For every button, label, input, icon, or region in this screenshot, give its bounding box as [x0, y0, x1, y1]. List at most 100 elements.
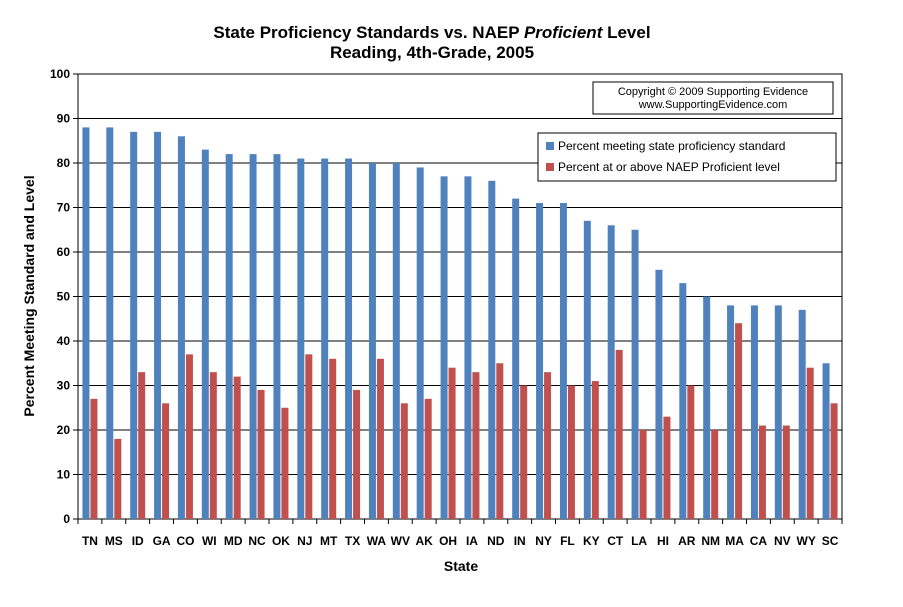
bar-state-wv: [392, 163, 400, 519]
legend-label-naep: Percent at or above NAEP Proficient leve…: [558, 160, 780, 174]
x-tick-label-wy: WY: [797, 534, 816, 548]
bar-state-fl: [559, 203, 567, 520]
y-tick-label-40: 40: [57, 334, 71, 348]
bar-naep-md: [233, 376, 241, 519]
x-tick-label-la: LA: [631, 534, 647, 548]
bar-naep-co: [185, 354, 193, 519]
bar-state-ma: [727, 305, 735, 519]
legend: Percent meeting state proficiency standa…: [537, 132, 837, 182]
bar-state-oh: [440, 176, 448, 519]
bar-state-mt: [321, 158, 329, 520]
bar-naep-ar: [687, 385, 695, 519]
x-tick-label-ok: OK: [272, 534, 290, 548]
bar-naep-nd: [496, 363, 504, 519]
bar-state-ia: [464, 176, 472, 519]
x-tick-label-ca: CA: [750, 534, 768, 548]
x-tick-label-ma: MA: [725, 534, 744, 548]
x-tick-label-nv: NV: [774, 534, 791, 548]
x-tick-label-ct: CT: [607, 534, 624, 548]
bar-naep-wy: [806, 367, 814, 519]
bar-naep-tn: [90, 398, 98, 519]
bar-naep-nv: [782, 425, 790, 519]
y-tick-label-20: 20: [57, 423, 71, 437]
bar-naep-fl: [567, 385, 575, 519]
y-tick-label-70: 70: [57, 201, 71, 215]
bar-state-ms: [106, 127, 114, 520]
bar-state-in: [512, 198, 520, 519]
x-tick-label-co: CO: [176, 534, 194, 548]
bar-naep-ny: [544, 372, 552, 519]
x-tick-label-nj: NJ: [297, 534, 312, 548]
copyright-url: www.SupportingEvidence.com: [638, 99, 788, 111]
bar-state-ak: [416, 167, 424, 519]
x-tick-label-wv: WV: [391, 534, 410, 548]
bar-naep-ca: [758, 425, 766, 519]
bar-state-nd: [488, 180, 496, 520]
bar-naep-wa: [376, 358, 384, 519]
x-tick-label-in: IN: [514, 534, 526, 548]
y-tick-label-0: 0: [63, 512, 70, 526]
bar-state-nv: [774, 305, 782, 519]
bar-state-ar: [679, 283, 687, 519]
bar-state-ct: [607, 225, 615, 520]
y-tick-label-100: 100: [50, 67, 70, 81]
y-axis-title: Percent Meeting Standard and Level: [21, 175, 37, 416]
x-tick-label-oh: OH: [439, 534, 457, 548]
legend-swatch-state: [546, 142, 554, 150]
bar-state-nc: [249, 154, 257, 519]
x-tick-label-ny: NY: [535, 534, 552, 548]
x-tick-label-md: MD: [224, 534, 243, 548]
x-tick-label-tx: TX: [345, 534, 360, 548]
x-tick-label-hi: HI: [657, 534, 669, 548]
y-tick-label-80: 80: [57, 156, 71, 170]
x-tick-label-ak: AK: [416, 534, 434, 548]
bar-naep-id: [138, 372, 146, 519]
chart-title: State Proficiency Standards vs. NAEP Pro…: [213, 23, 650, 42]
y-tick-label-90: 90: [57, 112, 71, 126]
bar-state-wa: [368, 163, 376, 519]
x-tick-label-nd: ND: [487, 534, 505, 548]
bar-naep-ky: [591, 381, 599, 519]
bar-state-ok: [273, 154, 281, 519]
bar-state-hi: [655, 269, 663, 519]
bar-state-nj: [297, 158, 305, 520]
bar-state-ga: [154, 131, 162, 519]
bar-state-nm: [703, 296, 711, 519]
bar-state-wy: [798, 309, 806, 519]
bar-state-ca: [750, 305, 758, 519]
bar-naep-wv: [400, 403, 408, 519]
bar-state-la: [631, 229, 639, 519]
x-tick-label-ms: MS: [105, 534, 123, 548]
bar-state-md: [225, 154, 233, 519]
y-tick-label-30: 30: [57, 379, 71, 393]
bar-naep-ok: [281, 407, 289, 519]
bar-state-co: [177, 136, 185, 520]
bar-state-id: [130, 131, 138, 519]
plot-area: 0 10 20 30 40 50 60 70 80 90 100 TN MS ID GA CO WI MD NC OK…: [50, 67, 843, 548]
x-tick-label-nc: NC: [248, 534, 266, 548]
bar-state-ny: [536, 203, 544, 520]
x-tick-label-ga: GA: [153, 534, 171, 548]
y-tick-label-50: 50: [57, 290, 71, 304]
bar-naep-sc: [830, 403, 838, 519]
x-axis-title: State: [444, 558, 478, 574]
x-tick-label-wi: WI: [202, 534, 217, 548]
bar-naep-la: [639, 430, 647, 519]
y-tick-label-10: 10: [57, 468, 71, 482]
bar-state-sc: [822, 363, 830, 519]
bar-state-tx: [345, 158, 353, 520]
x-tick-label-wa: WA: [367, 534, 387, 548]
legend-label-state: Percent meeting state proficiency standa…: [558, 139, 785, 153]
bar-naep-ia: [472, 372, 480, 519]
bar-naep-ms: [114, 438, 122, 519]
x-tick-label-tn: TN: [82, 534, 98, 548]
bar-naep-nm: [711, 430, 719, 519]
x-tick-label-nm: NM: [701, 534, 720, 548]
x-tick-label-ky: KY: [583, 534, 600, 548]
x-tick-label-ar: AR: [678, 534, 696, 548]
bar-naep-ct: [615, 349, 623, 519]
x-tick-label-fl: FL: [560, 534, 575, 548]
bar-naep-nc: [257, 389, 265, 519]
copyright-line-1: Copyright © 2009 Supporting Evidence: [618, 86, 808, 98]
bar-state-ky: [583, 220, 591, 519]
